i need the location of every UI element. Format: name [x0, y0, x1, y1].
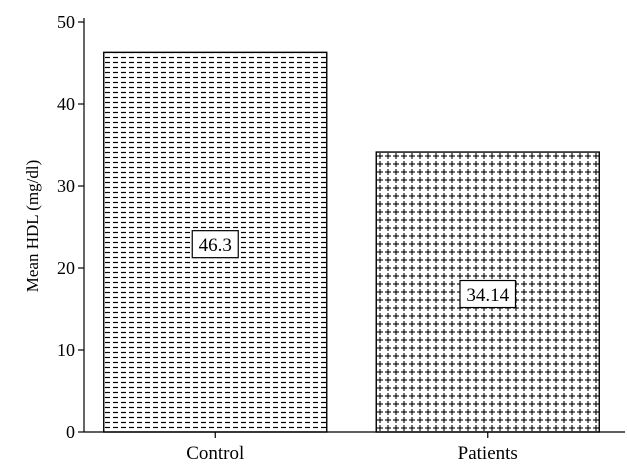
bars: 46.3 34.14	[103, 51, 600, 433]
data-label: 34.14	[466, 285, 509, 306]
y-axis-ticks: 0 10 20 30 40 50	[57, 12, 84, 442]
data-label-box	[191, 230, 239, 259]
y-tick-label: 0	[66, 422, 75, 442]
y-tick-label: 40	[57, 94, 75, 114]
y-tick-label: 50	[57, 12, 75, 32]
data-label: 46.3	[199, 235, 232, 256]
y-tick-label: 10	[57, 340, 75, 360]
x-axis-ticks: Control Patients	[186, 432, 518, 464]
y-tick-label: 20	[57, 258, 75, 278]
x-tick-label: Control	[186, 443, 244, 464]
y-axis-label: Mean HDL (mg/dl)	[23, 160, 42, 293]
data-label-box	[459, 279, 517, 309]
x-tick-label: Patients	[458, 443, 518, 464]
y-tick-label: 30	[57, 176, 75, 196]
